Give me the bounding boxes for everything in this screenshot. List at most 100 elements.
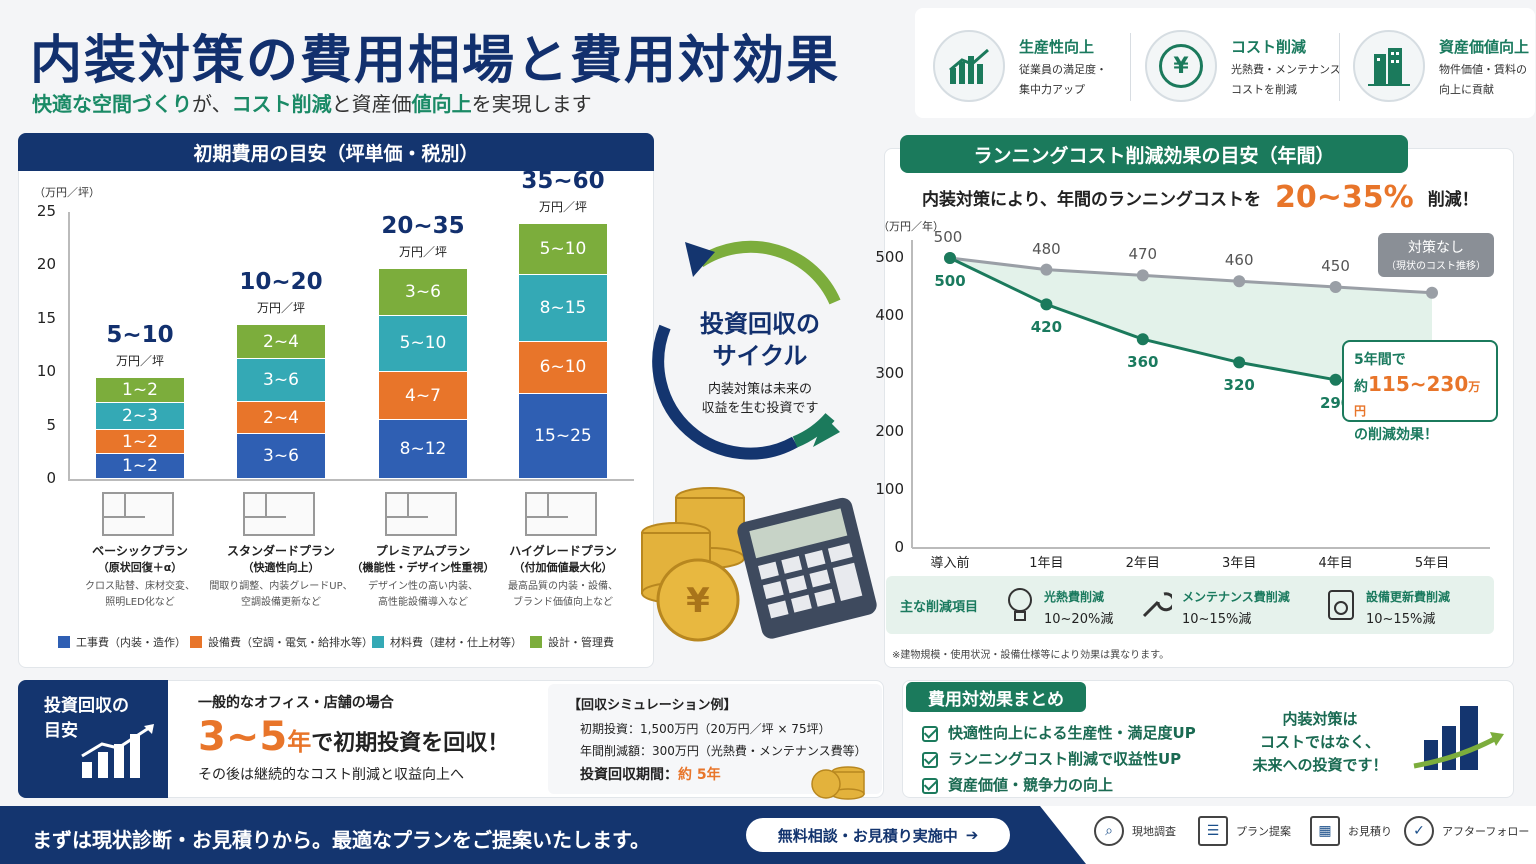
no-measure-value-label: 450 xyxy=(1321,257,1350,275)
bar-segment: 4~7 xyxy=(379,372,467,420)
y-tick-label: 10 xyxy=(36,362,56,381)
running-cost-title: ランニングコスト削減効果の目安（年間） xyxy=(900,135,1408,173)
plan-label: ベーシックプラン （原状回復＋α） クロス貼替、床材交変、 照明LED化など xyxy=(85,544,195,608)
simulation-line-3: 投資回収期間：約 5年 xyxy=(580,767,721,783)
bar-segment: 3~6 xyxy=(379,268,467,315)
savings-area xyxy=(950,258,1432,392)
bar-total-label: 35~60 xyxy=(521,167,605,194)
x-tick-label: 1年目 xyxy=(1029,556,1064,571)
arrow-right-icon: ➔ xyxy=(965,826,979,844)
benefit-productivity: 生産性向上 従業員の満足度・ 集中力アップ xyxy=(933,30,1133,105)
bar-total-unit: 万円／坪 xyxy=(398,244,447,259)
building-value-icon xyxy=(1353,30,1425,102)
bar-segment: 2~3 xyxy=(96,403,184,429)
bar-segment: 2~4 xyxy=(237,325,325,359)
y-tick-label: 25 xyxy=(36,202,56,220)
bar-segment: 5~10 xyxy=(379,315,467,372)
floor-plan-icon xyxy=(102,492,174,536)
floor-plan-icon xyxy=(525,492,597,536)
y-tick-label: 0 xyxy=(894,538,904,556)
no-measure-badge: 対策なし （現状のコスト推移） xyxy=(1378,233,1494,277)
reduction-note: ※建物規模・使用状況・設備仕様等により効果は異なります。 xyxy=(892,650,1170,661)
payback-case: 一般的なオフィス・店舗の場合 xyxy=(198,695,394,711)
reduction-item-maintenance: メンテナンス費削減 10~15%減 xyxy=(1138,586,1298,627)
productivity-chart-icon xyxy=(933,30,1005,102)
reduction-item-equipment: 設備更新費削減 10~15%減 xyxy=(1326,586,1486,627)
svg-text:¥: ¥ xyxy=(686,581,710,621)
running-cost-unit: （万円／年） xyxy=(878,220,944,233)
bar-segment: 2~4 xyxy=(237,402,325,434)
bar-segment: 1~2 xyxy=(96,429,184,454)
coin-stack-icon xyxy=(811,766,865,800)
bar-total-unit: 万円／坪 xyxy=(115,353,164,368)
cta-button[interactable]: 無料相談・お見積り実施中 ➔ xyxy=(746,818,1010,852)
with-measure-point xyxy=(944,252,956,264)
bar-segment: 6~10 xyxy=(519,342,607,393)
step-estimate: ▦ お見積り xyxy=(1310,816,1392,846)
y-axis-line xyxy=(68,212,70,480)
cycle-arrows xyxy=(652,240,841,460)
no-measure-point xyxy=(1136,269,1149,282)
simulation-title: 【回収シミュレーション例】 xyxy=(568,698,737,713)
page-subtitle: 快適な空間づくりが、コスト削減と資産価値向上を実現します xyxy=(32,92,592,116)
building-growth-icon xyxy=(1413,706,1504,770)
no-measure-value-label: 470 xyxy=(1128,245,1158,264)
plan-label: ハイグレードプラン （付加価値最大化） 最高品質の内装・設備、 ブランド価値向上など xyxy=(508,544,618,608)
payback-headline: 3~5年で初期投資を回収！ xyxy=(198,714,510,760)
equipment-icon xyxy=(1328,590,1354,620)
with-measure-value-label: 360 xyxy=(1127,353,1159,372)
simulation-line-2: 年間削減額：300万円（光熱費・メンテナンス費等） xyxy=(580,744,867,758)
payback-label-block: 投資回収の 目安 xyxy=(18,680,168,798)
no-measure-point xyxy=(1040,263,1053,276)
cycle-title: 投資回収の サイクル xyxy=(700,310,820,370)
x-tick-label: 導入前 xyxy=(930,556,970,571)
bar-segment: 3~6 xyxy=(237,359,325,402)
legend-equipment: 設備費（空調・電気・給排水等） xyxy=(190,634,373,650)
y-tick-label: 500 xyxy=(875,248,904,266)
bar-total-unit: 万円／坪 xyxy=(538,199,587,214)
yen-coin-icon: ¥ xyxy=(1145,30,1217,102)
no-measure-value-label: 480 xyxy=(1032,239,1061,258)
with-measure-point xyxy=(1233,356,1246,369)
benefit-cost: ¥ コスト削減 光熱費・メンテナンス コストを削減 xyxy=(1145,30,1345,105)
no-measure-point xyxy=(1426,286,1438,299)
coins-calculator-illustration: ¥ xyxy=(641,487,877,642)
x-tick-label: 4年目 xyxy=(1318,556,1353,571)
cycle-desc: 内装対策は未来の 収益を生む投資です xyxy=(701,382,819,416)
legend-construction: 工事費（内装・造作） xyxy=(58,634,186,650)
with-measure-point xyxy=(1329,373,1342,386)
summary-item: ランニングコスト削減で収益性UP xyxy=(922,746,1196,772)
legend-material: 材料費（建材・仕上材等） xyxy=(372,634,522,650)
page-title: 内装対策の費用相場と費用対効果 xyxy=(30,31,841,91)
summary-title: 費用対効果まとめ xyxy=(906,682,1086,712)
checkbox-icon xyxy=(922,777,938,794)
no-measure-value-label: 460 xyxy=(1224,251,1254,270)
wrench-icon xyxy=(1142,592,1172,618)
bar-total-label: 5~10 xyxy=(106,321,174,348)
x-tick-label: 2年目 xyxy=(1125,556,1160,571)
step-plan: ☰ プラン提案 xyxy=(1198,816,1291,846)
footer-text: まずは現状診断・お見積りから。最適なプランをご提案いたします。 xyxy=(32,828,650,852)
with-measure-value-label: 420 xyxy=(1030,318,1063,337)
check-circle-icon: ✓ xyxy=(1404,816,1434,846)
x-tick-label: 5年目 xyxy=(1414,556,1450,571)
benefits-card: 生産性向上 従業員の満足度・ 集中力アップ ¥ コスト削減 光熱費・メンテナンスコ… xyxy=(915,8,1535,118)
bar-total-label: 20~35 xyxy=(381,212,465,239)
bar-segment: 8~12 xyxy=(379,420,467,478)
initial-cost-unit: （万円／坪） xyxy=(34,186,100,199)
y-tick-label: 200 xyxy=(875,422,904,440)
reduction-items-label: 主な削減項目 xyxy=(900,600,979,615)
benefit-asset: 資産価値向上 物件価値・賃料の 向上に貢献 xyxy=(1353,30,1536,105)
y-tick-label: 100 xyxy=(875,480,904,498)
y-tick-label: 400 xyxy=(875,306,904,324)
no-measure-value-label: 500 xyxy=(933,228,963,246)
step-survey: ⌕ 現地調査 xyxy=(1094,816,1176,846)
payback-sub: その後は継続的なコスト削減と収益向上へ xyxy=(198,767,464,783)
floor-plan-icon xyxy=(243,492,315,536)
growth-chart-icon xyxy=(81,724,154,778)
y-tick-label: 15 xyxy=(36,308,56,327)
legend-design: 設計・管理費 xyxy=(530,634,614,650)
no-measure-line xyxy=(949,256,1433,295)
step-aftercare: ✓ アフターフォロー xyxy=(1404,816,1529,846)
